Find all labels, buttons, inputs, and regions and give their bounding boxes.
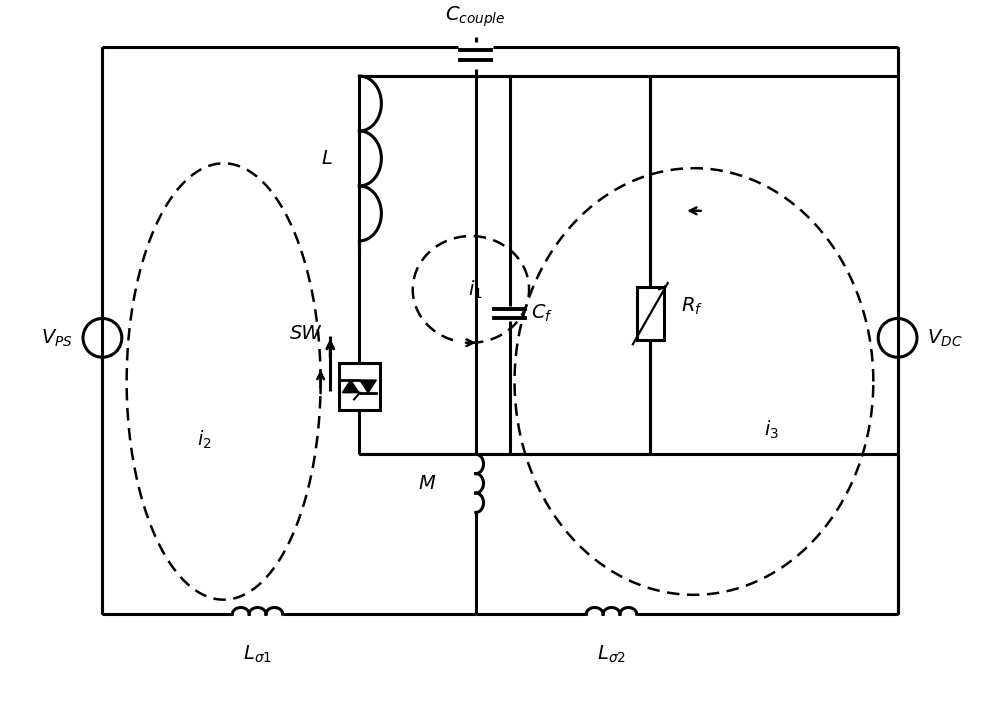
Text: i$_{2}$: i$_{2}$ [197, 428, 212, 451]
Text: V$_{DC}$: V$_{DC}$ [927, 327, 962, 348]
Bar [339, 363, 380, 410]
Polygon shape [342, 380, 359, 393]
Text: R$_{f}$: R$_{f}$ [681, 295, 704, 316]
Text: L: L [321, 149, 332, 168]
Text: C$_{couple}$: C$_{couple}$ [445, 5, 506, 29]
Text: V$_{PS}$: V$_{PS}$ [41, 327, 73, 348]
Text: L$_{\sigma2}$: L$_{\sigma2}$ [597, 643, 626, 665]
Text: SW: SW [290, 323, 322, 343]
Text: M: M [418, 474, 435, 493]
Text: i$_{3}$: i$_{3}$ [764, 419, 779, 441]
Polygon shape [360, 380, 376, 393]
Text: C$_{f}$: C$_{f}$ [531, 303, 553, 324]
Text: L$_{\sigma1}$: L$_{\sigma1}$ [243, 643, 272, 665]
Text: i$_{1}$: i$_{1}$ [468, 278, 483, 301]
Bar [637, 287, 664, 341]
